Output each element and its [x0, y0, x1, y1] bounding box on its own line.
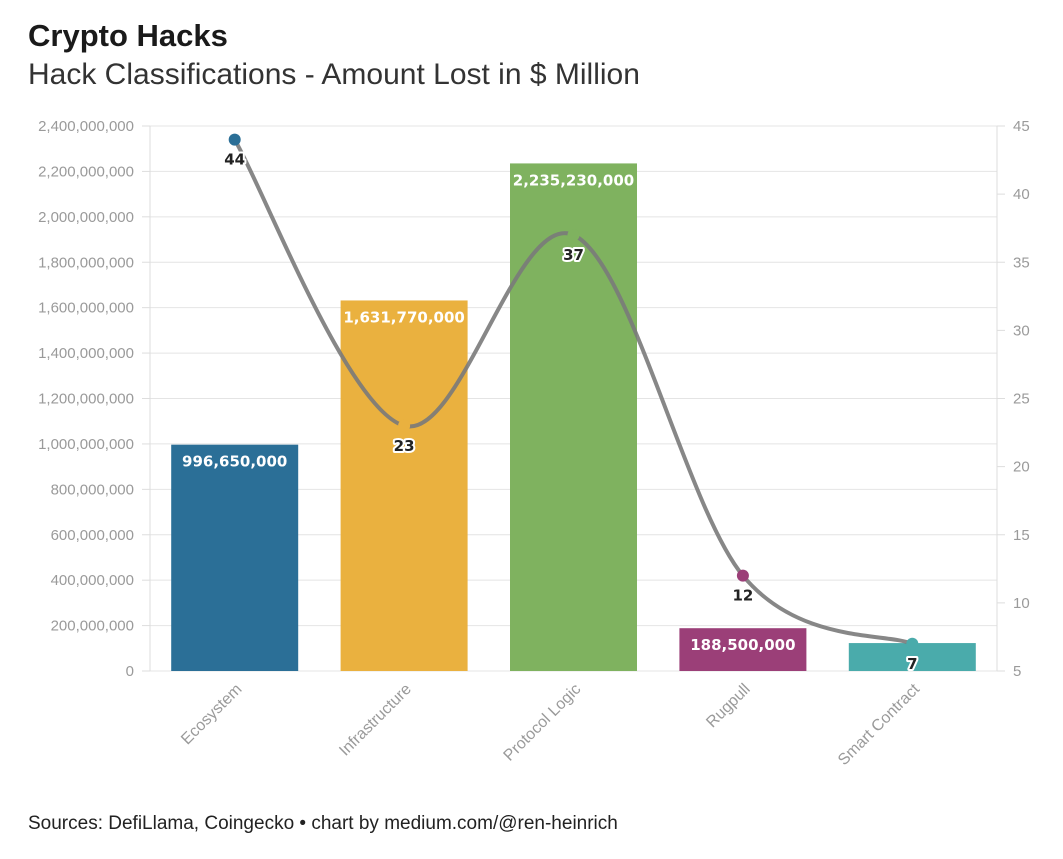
count-label: 12 [732, 587, 753, 605]
right-axis-tick-label: 10 [1013, 595, 1030, 612]
left-axis-tick-label: 400,000,000 [51, 572, 134, 589]
right-axis: 5 10 15 20 25 30 35 40 45 [996, 118, 1030, 680]
left-axis-tick-label: 600,000,000 [51, 527, 134, 544]
count-point [736, 569, 749, 582]
bar-value-labels: 996,650,000 1,631,770,000 2,235,230,000 188… [182, 171, 796, 654]
left-axis-tick-label: 2,000,000,000 [38, 209, 134, 226]
left-axis-tick-label: 2,200,000,000 [38, 163, 134, 180]
category-label: Smart Contract [835, 680, 923, 768]
right-axis-tick-label: 20 [1013, 459, 1030, 476]
right-axis-tick-label: 35 [1013, 254, 1030, 271]
right-axis-tick-label: 25 [1013, 391, 1030, 408]
right-axis-tick-label: 45 [1013, 118, 1030, 135]
count-point [906, 637, 919, 650]
category-axis: Ecosystem Infrastructure Protocol Logic Rug… [178, 680, 923, 768]
left-axis-tick-label: 1,000,000,000 [38, 436, 134, 453]
category-label: Protocol Logic [501, 681, 585, 765]
category-label: Infrastructure [336, 681, 415, 760]
bar-value-label: 2,235,230,000 [513, 171, 634, 189]
bar-ecosystem [171, 444, 299, 671]
count-point [398, 419, 411, 432]
left-axis-tick-label: 1,400,000,000 [38, 345, 134, 362]
count-label: 7 [907, 655, 917, 673]
left-axis-tick-label: 1,600,000,000 [38, 300, 134, 317]
count-label: 37 [563, 246, 584, 264]
category-label: Rugpull [703, 681, 753, 731]
right-axis-tick-label: 40 [1013, 186, 1030, 203]
chart-title: Crypto Hacks [28, 18, 228, 53]
count-point [228, 133, 241, 146]
right-axis-tick-label: 5 [1013, 663, 1021, 680]
right-axis-tick-label: 30 [1013, 322, 1030, 339]
category-label: Ecosystem [178, 681, 245, 748]
bar-value-label: 1,631,770,000 [343, 308, 464, 326]
left-axis-tick-label: 1,200,000,000 [38, 391, 134, 408]
count-label: 23 [394, 437, 415, 455]
count-point [567, 229, 580, 241]
left-axis-tick-label: 2,400,000,000 [38, 118, 134, 135]
left-axis-tick-label: 0 [126, 663, 134, 680]
source-note: Sources: DefiLlama, Coingecko • chart by… [28, 813, 618, 834]
left-axis: 0 200,000,000 400,000,000 600,000,000 800,00… [38, 118, 151, 680]
left-axis-tick-label: 800,000,000 [51, 481, 134, 498]
right-axis-tick-label: 15 [1013, 527, 1030, 544]
bar-rugpull [679, 628, 807, 671]
count-labels: 44 23 37 12 7 [222, 149, 919, 675]
count-line [228, 133, 919, 650]
bar-infrastructure [340, 300, 468, 671]
bar-value-label: 188,500,000 [690, 636, 795, 654]
bar-protocol-logic [510, 163, 637, 672]
bars [171, 163, 976, 672]
left-axis-tick-label: 1,800,000,000 [38, 254, 134, 271]
count-label: 44 [224, 151, 245, 169]
bar-value-label: 996,650,000 [182, 453, 287, 471]
left-axis-tick-label: 200,000,000 [51, 618, 134, 635]
chart-subtitle: Hack Classifications - Amount Lost in $ … [28, 58, 640, 91]
